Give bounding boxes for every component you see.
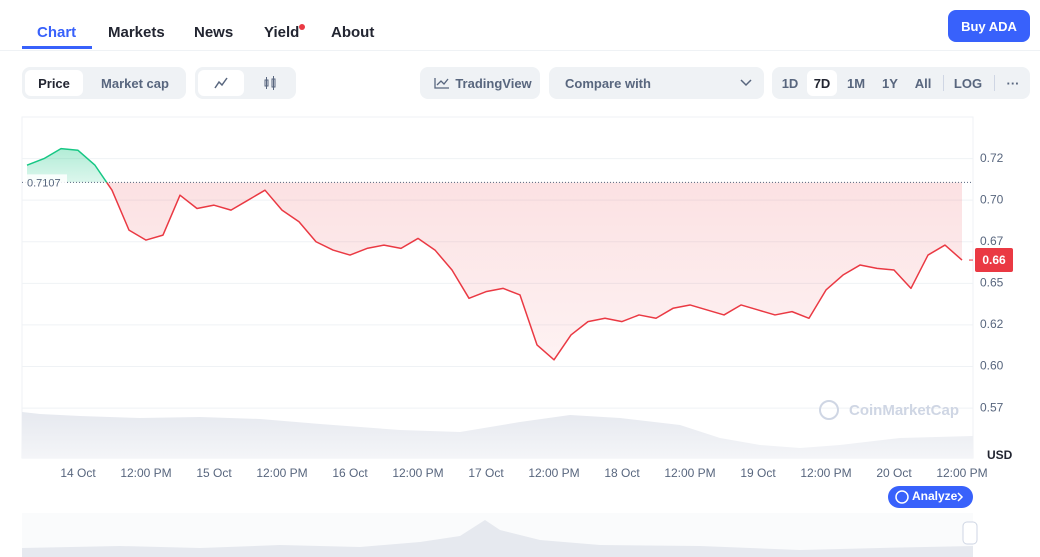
volume-area: [22, 412, 973, 458]
tradingview-button[interactable]: TradingView: [430, 67, 536, 99]
x-tick-label: 20 Oct: [876, 466, 912, 480]
separator: [943, 75, 944, 91]
reference-label: 0.7107: [27, 177, 61, 189]
x-tick-label: 14 Oct: [60, 466, 96, 480]
x-tick-label: 17 Oct: [468, 466, 504, 480]
divider: [0, 50, 1040, 51]
notification-dot: [299, 24, 305, 30]
watermark: CoinMarketCap: [819, 400, 959, 420]
x-tick-label: 12:00 PM: [936, 466, 987, 480]
nav-tab[interactable]: News: [194, 24, 234, 41]
range-button[interactable]: 7D: [807, 70, 837, 96]
log-button[interactable]: LOG: [953, 75, 983, 91]
range-button[interactable]: 1Y: [882, 75, 898, 91]
range-button[interactable]: 1D: [781, 75, 799, 91]
range-button[interactable]: 1M: [846, 75, 866, 91]
last-price-bg: [975, 248, 1013, 273]
y-tick-label: 0.65: [980, 276, 1004, 290]
price-area: [27, 148, 962, 360]
y-tick-label: 0.67: [980, 234, 1004, 248]
x-tick-label: 16 Oct: [332, 466, 368, 480]
y-tick-label: 0.60: [980, 359, 1004, 373]
compare-label: Compare with: [565, 75, 651, 91]
x-tick-label: 19 Oct: [740, 466, 776, 480]
candle-type-button[interactable]: [248, 70, 292, 96]
x-tick-label: 15 Oct: [196, 466, 232, 480]
tradingview-label: TradingView: [455, 75, 532, 91]
y-tick-label: 0.57: [980, 400, 1004, 414]
x-tick-label: 12:00 PM: [528, 466, 579, 480]
y-tick-label: 0.62: [980, 317, 1004, 331]
nav-tab[interactable]: Yield: [264, 24, 300, 41]
nav-tab[interactable]: About: [331, 24, 375, 41]
nav-tab[interactable]: Chart: [37, 24, 77, 41]
x-tick-label: 12:00 PM: [392, 466, 443, 480]
analyze-chevron: [957, 492, 964, 502]
price-line: [26, 147, 963, 361]
reference-label-bg: [23, 174, 67, 191]
range-button[interactable]: All: [914, 75, 932, 91]
x-tick-label: 18 Oct: [604, 466, 640, 480]
watermark-text: CoinMarketCap: [849, 402, 959, 419]
analyze-label[interactable]: Analyze: [912, 489, 958, 503]
metric-tab[interactable]: Price: [25, 70, 83, 96]
analyze-icon: [895, 490, 909, 504]
metric-tab[interactable]: Market cap: [101, 75, 169, 91]
candle-icon: [264, 76, 276, 90]
line-icon: [214, 77, 228, 89]
chevron: [740, 79, 752, 87]
x-tick-label: 12:00 PM: [256, 466, 307, 480]
buy-button[interactable]: Buy ADA: [948, 10, 1030, 42]
more-button[interactable]: ···: [1006, 75, 1020, 91]
navigator-handle[interactable]: [962, 521, 978, 545]
separator: [994, 75, 995, 91]
tv-icon: [434, 78, 450, 89]
y-tick-label: 0.72: [980, 151, 1004, 165]
nav-tab[interactable]: Markets: [108, 24, 165, 41]
x-tick-label: 12:00 PM: [664, 466, 715, 480]
line-type-button[interactable]: [198, 70, 244, 96]
y-unit: USD: [987, 448, 1013, 462]
navigator-area: [22, 520, 973, 557]
analyze-button[interactable]: [888, 486, 973, 508]
last-price-label: 0.66: [982, 253, 1006, 267]
x-tick-label: 12:00 PM: [800, 466, 851, 480]
y-tick-label: 0.70: [980, 192, 1004, 206]
compare-select[interactable]: [549, 67, 764, 99]
active-underline: [22, 46, 92, 49]
x-tick-label: 12:00 PM: [120, 466, 171, 480]
